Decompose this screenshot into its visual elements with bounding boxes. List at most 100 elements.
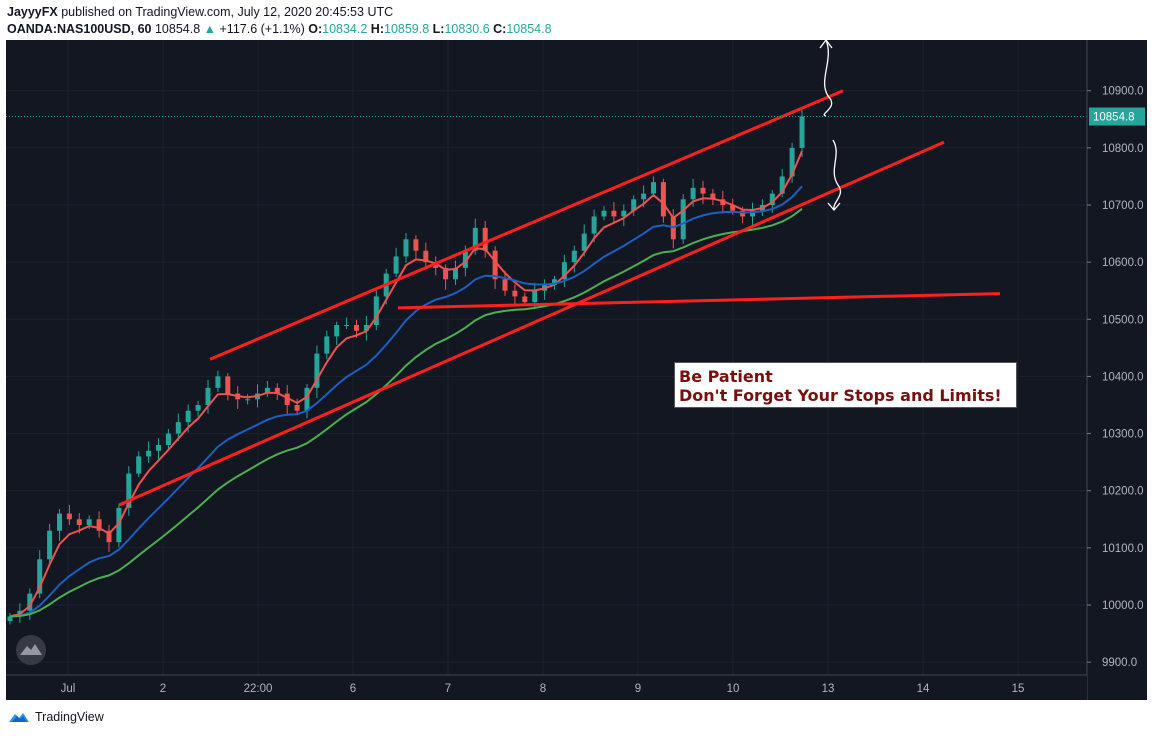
ma-fast-line — [9, 150, 803, 618]
candle-body — [423, 250, 429, 263]
candle-body — [492, 250, 498, 280]
candle-body — [621, 210, 627, 217]
candle-body — [700, 187, 706, 194]
candle-body — [37, 559, 43, 594]
candle-body — [126, 473, 132, 508]
candle-body — [660, 182, 666, 217]
x-tick-label: 13 — [822, 683, 835, 695]
candle-body — [245, 399, 251, 401]
x-tick-label: Jul — [61, 683, 76, 695]
note-line-1: Be Patient — [679, 367, 773, 386]
candle-body — [304, 387, 310, 411]
candle-body — [294, 405, 300, 411]
candle-body — [175, 422, 181, 434]
candle-body — [225, 376, 231, 394]
candle-body — [116, 507, 122, 543]
y-tick-label: 10200.0 — [1102, 486, 1144, 498]
candle-body — [571, 250, 577, 263]
y-tick-label: 10500.0 — [1102, 314, 1144, 326]
note-line-2: Don't Forget Your Stops and Limits! — [679, 386, 1002, 405]
horizontal-support-line — [397, 292, 1001, 310]
y-tick-label: 10900.0 — [1102, 86, 1144, 98]
candle-body — [799, 116, 805, 148]
candle-body — [284, 393, 290, 405]
open-label: O: — [308, 22, 323, 36]
low-label: L: — [432, 22, 445, 36]
y-tick-label: 10300.0 — [1102, 429, 1144, 441]
candle-body — [274, 387, 280, 394]
candle-body — [27, 593, 33, 611]
change-arrow-icon: ▲ — [203, 22, 217, 36]
y-tick-label: 10100.0 — [1102, 543, 1144, 555]
y-tick-label: 10400.0 — [1102, 371, 1144, 383]
candle-body — [57, 513, 62, 531]
y-tick-label: 9900.0 — [1102, 657, 1137, 669]
moving-averages — [9, 150, 803, 618]
candle-body — [373, 296, 379, 325]
x-tick-label: 14 — [917, 683, 930, 695]
candle-body — [690, 187, 696, 200]
price-scale-bg — [1087, 40, 1147, 700]
candlestick-chart[interactable]: 9900.0 10000.0 10100.0 10200.0 10300.0 10400.… — [6, 40, 1147, 700]
tradingview-logo-icon — [9, 713, 29, 722]
candle-body — [334, 325, 340, 337]
candle-body — [136, 456, 142, 474]
symbol-name[interactable]: OANDA:NAS100USD, 60 — [7, 22, 152, 36]
x-tick-label: 8 — [540, 683, 546, 695]
candle-body — [631, 199, 637, 211]
candle-body — [76, 519, 82, 525]
x-tick-label: 22:00 — [244, 683, 273, 695]
candle-body — [769, 193, 775, 205]
down-arrow-wave — [832, 139, 842, 211]
candle-body — [47, 530, 53, 560]
candle-body — [156, 445, 161, 451]
chart-header: JayyyFX published on TradingView.com, Ju… — [0, 0, 1153, 40]
tradingview-brand[interactable]: TradingView — [8, 710, 104, 724]
ma-slow-line — [9, 207, 803, 618]
candle-body — [393, 256, 399, 274]
publisher-name[interactable]: JayyyFX — [7, 5, 58, 19]
open-value: 10834.2 — [322, 22, 368, 36]
published-text: published on TradingView.com, July 12, 2… — [57, 5, 394, 19]
candle-body — [195, 405, 201, 411]
y-tick-label: 10600.0 — [1102, 257, 1144, 269]
tv-watermark-mark — [20, 644, 42, 655]
candle-body — [651, 182, 656, 194]
candle-body — [7, 616, 13, 621]
candle-body — [502, 279, 508, 291]
candle-body — [472, 227, 478, 251]
upper-channel-line — [209, 89, 844, 361]
candle-body — [453, 267, 458, 280]
x-tick-label: 2 — [160, 683, 166, 695]
candle-body — [730, 205, 736, 211]
footer: TradingView — [0, 700, 1153, 736]
x-tick-label: 9 — [635, 683, 641, 695]
time-axis: Jul 2 22:00 6 7 8 9 10 13 14 15 — [6, 674, 1087, 700]
close-label: C: — [493, 22, 507, 36]
candle-body — [354, 325, 359, 331]
candle-body — [205, 387, 211, 405]
candle-body — [324, 336, 330, 354]
candle-body — [185, 410, 191, 423]
low-value: 10830.6 — [444, 22, 490, 36]
candle-body — [106, 530, 112, 543]
candle-body — [86, 519, 92, 525]
price-scale: 9900.0 10000.0 10100.0 10200.0 10300.0 10400.… — [1086, 40, 1147, 700]
candle-body — [363, 325, 369, 331]
candle-body — [66, 513, 72, 520]
price-change: +117.6 (+1.1%) — [219, 22, 305, 36]
annotation-note[interactable]: Be Patient Don't Forget Your Stops and L… — [674, 362, 1017, 408]
candle-body — [740, 210, 746, 217]
x-tick-label: 6 — [350, 683, 356, 695]
time-axis-bg — [6, 675, 1087, 700]
last-price-badge — [1089, 107, 1145, 126]
candle-body — [403, 239, 409, 257]
candle-body — [522, 296, 528, 303]
symbol-info: OANDA:NAS100USD, 60 10854.8 ▲ +117.6 (+1… — [7, 22, 552, 36]
publish-info: JayyyFX published on TradingView.com, Ju… — [7, 5, 393, 19]
candle-body — [680, 199, 686, 240]
candle-body — [552, 279, 557, 285]
ma-mid-line — [9, 185, 803, 618]
last-price: 10854.8 — [154, 22, 201, 36]
candle-body — [215, 376, 221, 388]
